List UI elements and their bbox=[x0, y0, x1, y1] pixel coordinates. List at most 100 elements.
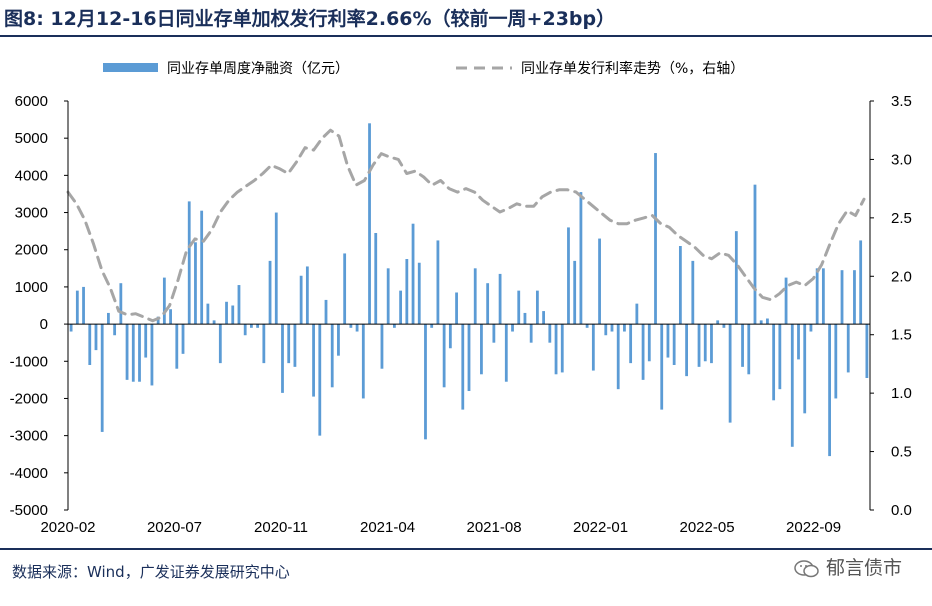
y-left-tick-label: 1000 bbox=[15, 279, 48, 296]
bar bbox=[753, 184, 757, 325]
bar bbox=[535, 290, 539, 325]
watermark-text: 郁言债市 bbox=[825, 557, 902, 579]
bar bbox=[865, 324, 869, 378]
bar bbox=[722, 324, 726, 328]
y-left-tick-label: -1000 bbox=[10, 353, 48, 370]
bar bbox=[560, 324, 564, 373]
bar bbox=[125, 324, 129, 380]
bar bbox=[131, 324, 135, 382]
y-left-tick-label: 6000 bbox=[15, 93, 48, 110]
bar bbox=[660, 324, 664, 410]
bar bbox=[411, 223, 415, 325]
bar bbox=[573, 260, 577, 325]
source-note: 数据来源：Wind，广发证券发展研究中心 bbox=[12, 563, 290, 581]
bar bbox=[691, 260, 695, 325]
y-left-tick-label: -3000 bbox=[10, 428, 48, 445]
bar bbox=[343, 253, 347, 325]
bar bbox=[355, 324, 359, 332]
bar bbox=[654, 153, 657, 325]
y-left-tick-label: 5000 bbox=[15, 130, 48, 147]
bar bbox=[156, 316, 160, 325]
bar bbox=[200, 210, 204, 325]
bar bbox=[299, 275, 303, 325]
legend-swatch-bar bbox=[103, 63, 158, 72]
bar bbox=[82, 286, 85, 325]
y-left-tick-label: 3000 bbox=[15, 205, 48, 222]
legend-label-line: 同业存单发行利率走势（%，右轴） bbox=[521, 60, 744, 77]
bar bbox=[803, 324, 807, 414]
bar bbox=[225, 301, 228, 325]
bar bbox=[144, 324, 148, 358]
bar bbox=[162, 277, 166, 325]
bar bbox=[386, 268, 390, 325]
bar bbox=[330, 324, 334, 388]
bar bbox=[455, 292, 458, 325]
bar bbox=[517, 290, 521, 325]
bar bbox=[250, 324, 253, 328]
bar bbox=[548, 324, 552, 343]
x-tick-label: 2022-09 bbox=[786, 519, 841, 536]
y-right-tick-label: 3.5 bbox=[891, 93, 912, 110]
bar bbox=[821, 268, 825, 325]
bar bbox=[604, 324, 608, 336]
y-right-tick-label: 0.5 bbox=[891, 444, 912, 461]
bar bbox=[828, 324, 831, 457]
y-right-tick-label: 1.0 bbox=[891, 385, 912, 402]
bar bbox=[486, 283, 490, 325]
bar bbox=[716, 320, 720, 325]
bar bbox=[747, 324, 751, 375]
bar bbox=[337, 324, 340, 356]
bar bbox=[467, 324, 471, 392]
bar bbox=[778, 324, 782, 390]
y-right-tick-label: 3.0 bbox=[891, 151, 912, 168]
bar bbox=[554, 324, 558, 375]
bar bbox=[374, 233, 378, 325]
bar bbox=[138, 324, 141, 382]
bar bbox=[187, 201, 191, 325]
bar bbox=[194, 242, 197, 325]
bar bbox=[287, 324, 291, 364]
bar bbox=[610, 324, 614, 332]
bar bbox=[685, 324, 688, 377]
bar bbox=[69, 324, 73, 332]
bar bbox=[616, 324, 620, 390]
bar bbox=[281, 324, 284, 393]
bar bbox=[405, 259, 409, 325]
bar bbox=[641, 324, 645, 380]
legend: 同业存单周度净融资（亿元） 同业存单发行利率走势（%，右轴） bbox=[103, 60, 744, 77]
bar bbox=[809, 324, 813, 332]
bar bbox=[417, 262, 421, 325]
bar bbox=[318, 324, 322, 436]
bar bbox=[380, 324, 384, 369]
bar bbox=[492, 324, 496, 343]
watermark: 郁言债市 bbox=[794, 553, 902, 580]
bar bbox=[859, 240, 863, 325]
x-tick-label: 2020-07 bbox=[147, 519, 202, 536]
bar bbox=[567, 227, 570, 325]
x-tick-label: 2022-05 bbox=[680, 519, 735, 536]
bar bbox=[442, 324, 446, 388]
x-tick-label: 2021-04 bbox=[360, 519, 415, 536]
bar bbox=[181, 324, 185, 354]
bar bbox=[579, 192, 583, 325]
chart-title: 图8: 12月12-16日同业存单加权发行利率2.66%（较前一周+23bp） bbox=[4, 8, 616, 30]
bar bbox=[436, 240, 440, 325]
bar bbox=[399, 290, 403, 325]
bar bbox=[840, 270, 844, 325]
wechat-icon bbox=[794, 559, 819, 577]
bar bbox=[511, 324, 514, 332]
bar bbox=[75, 290, 79, 325]
bar bbox=[523, 312, 527, 325]
x-tick-label: 2022-01 bbox=[573, 519, 628, 536]
bar bbox=[361, 324, 365, 399]
title-divider bbox=[0, 35, 932, 37]
bar bbox=[678, 246, 682, 325]
x-tick-label: 2021-08 bbox=[466, 519, 521, 536]
y-left-tick-label: -2000 bbox=[10, 390, 48, 407]
bar bbox=[262, 324, 266, 364]
bar bbox=[853, 270, 856, 325]
y-right-tick-label: 2.0 bbox=[891, 268, 912, 285]
y-left-tick-label: -4000 bbox=[10, 465, 48, 482]
bar bbox=[635, 303, 639, 325]
bar bbox=[473, 268, 477, 325]
